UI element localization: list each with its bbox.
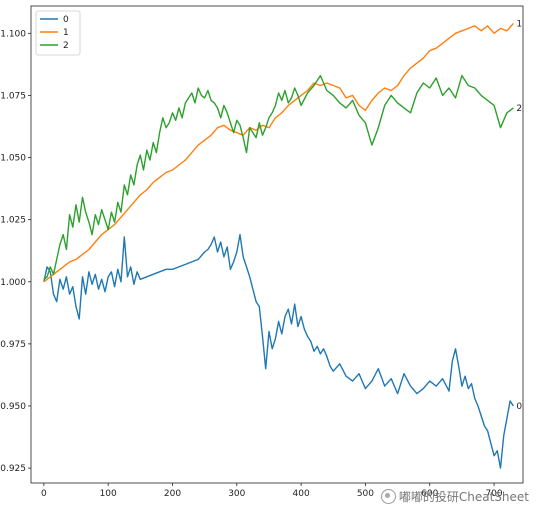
x-tick-label: 300 — [228, 489, 245, 499]
series-end-label-1: 1 — [516, 19, 522, 29]
legend-box — [35, 10, 81, 56]
series-line-0 — [43, 233, 514, 469]
y-tick-label: 1.050 — [0, 154, 26, 164]
y-tick-label: 1.000 — [0, 278, 26, 288]
series-layer — [43, 22, 514, 469]
x-axis: 0 100 200 300 400 500 600 700 — [41, 483, 503, 499]
x-tick-label: 500 — [357, 489, 374, 499]
watermark-text: 嘟嘟的投研CheatSheet — [398, 490, 529, 504]
y-tick-label: 1.075 — [0, 91, 26, 101]
legend-label-2: 2 — [63, 41, 69, 51]
plot-area — [30, 5, 524, 484]
x-tick-label: 400 — [293, 489, 310, 499]
wechat-icon — [380, 489, 396, 504]
x-tick-label: 600 — [421, 489, 438, 499]
y-tick-label: 0.975 — [0, 340, 26, 350]
end-labels: 0 1 2 — [516, 19, 522, 412]
y-tick-label: 0.950 — [0, 402, 26, 412]
y-axis: 0.925 0.950 0.975 1.000 1.025 1.050 1.075 1.100 — [0, 29, 31, 474]
x-tick-label: 0 — [41, 489, 47, 499]
series-end-label-0: 0 — [516, 402, 522, 412]
legend-label-1: 1 — [63, 28, 69, 38]
y-tick-label: 1.100 — [0, 29, 26, 39]
series-end-label-2: 2 — [516, 104, 522, 114]
series-line-1 — [43, 22, 514, 283]
y-tick-label: 1.025 — [0, 216, 26, 226]
watermark: 嘟嘟的投研CheatSheet — [380, 488, 529, 505]
legend-label-0: 0 — [63, 15, 69, 25]
series-line-2 — [43, 74, 514, 280]
x-tick-label: 700 — [485, 489, 502, 499]
x-tick-label: 200 — [164, 489, 181, 499]
x-tick-label: 100 — [100, 489, 117, 499]
y-tick-label: 0.925 — [0, 464, 26, 474]
legend: 0 1 2 — [35, 10, 81, 56]
